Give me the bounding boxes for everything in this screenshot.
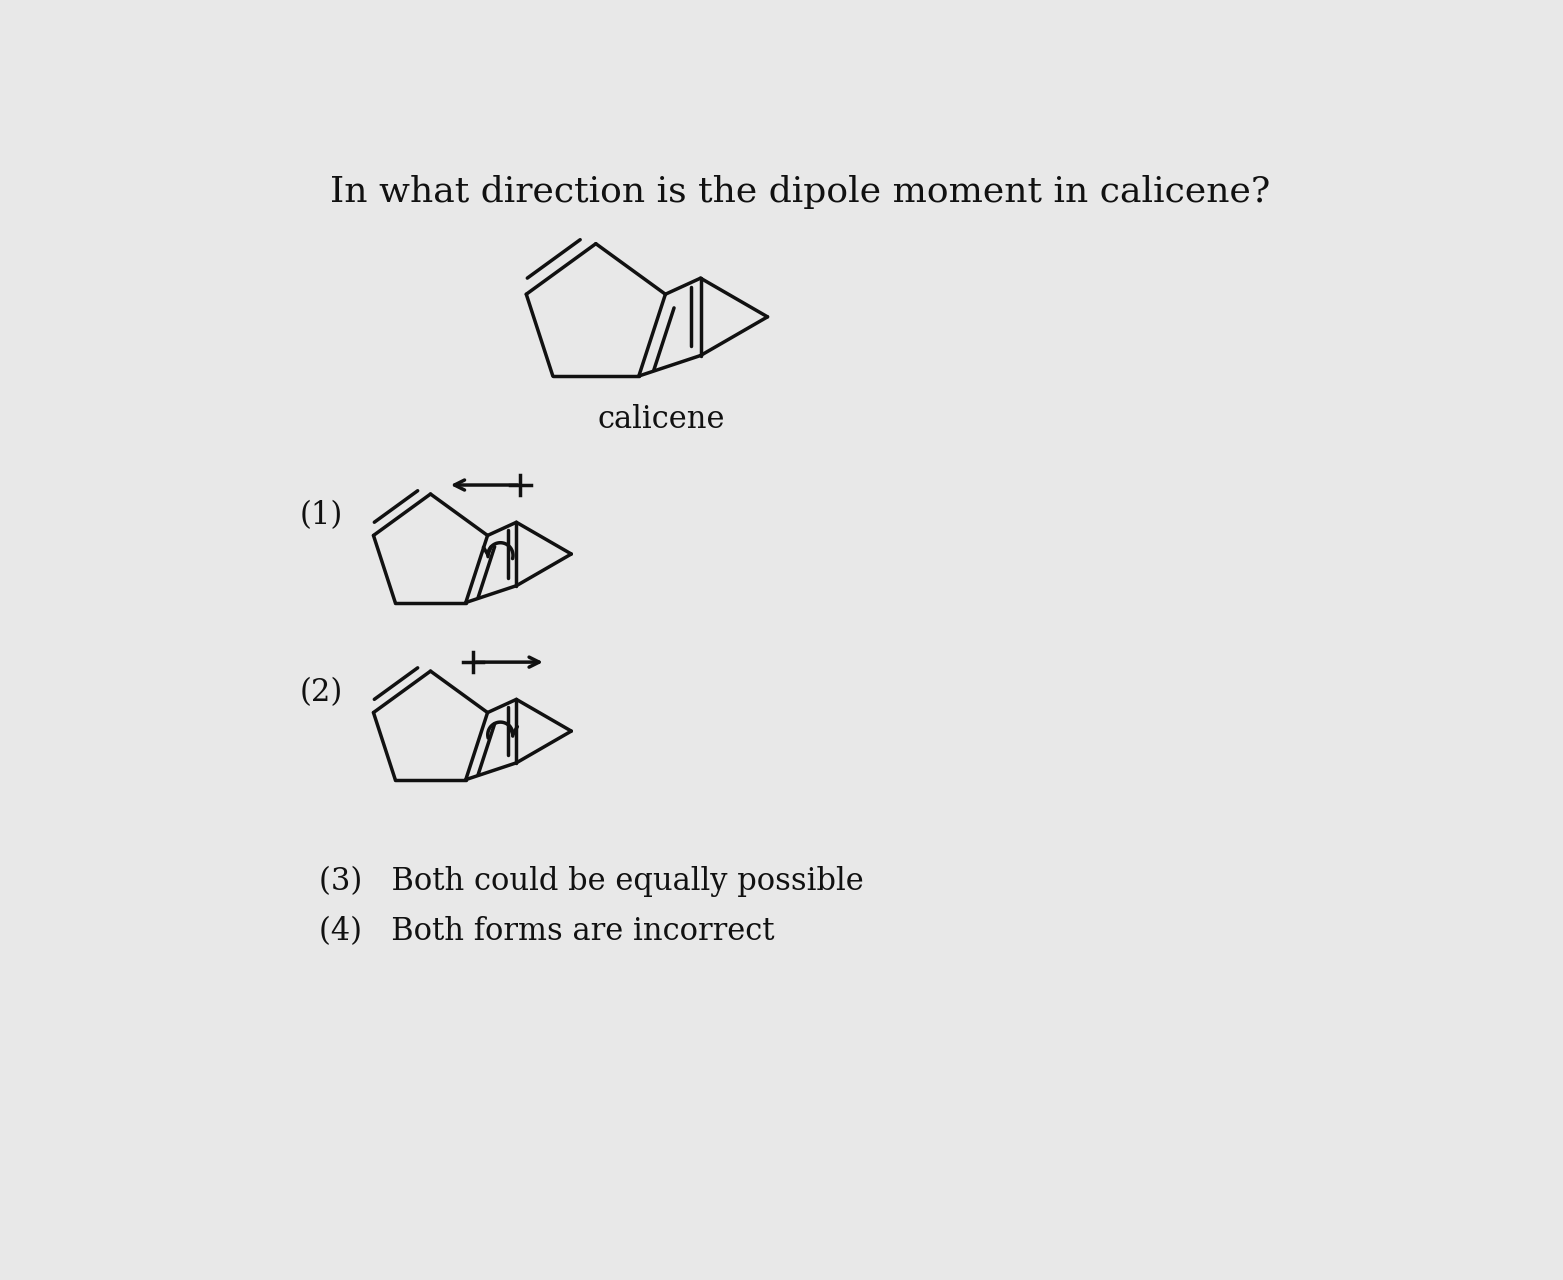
Text: (2): (2) [300, 677, 342, 708]
Text: In what direction is the dipole moment in calicene?: In what direction is the dipole moment i… [330, 175, 1271, 209]
Text: (3)   Both could be equally possible: (3) Both could be equally possible [319, 865, 863, 897]
Text: calicene: calicene [597, 404, 725, 435]
Text: (1): (1) [300, 500, 342, 531]
Text: (4)   Both forms are incorrect: (4) Both forms are incorrect [319, 916, 774, 947]
